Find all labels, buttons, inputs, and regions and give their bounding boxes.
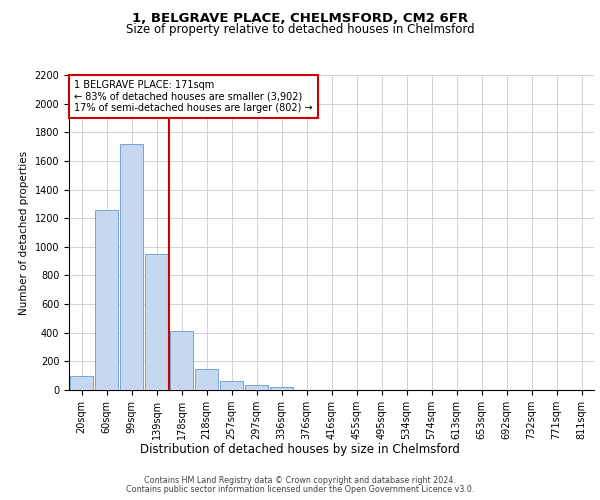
Text: Contains HM Land Registry data © Crown copyright and database right 2024.: Contains HM Land Registry data © Crown c… [144, 476, 456, 485]
Bar [245, 385, 268, 390]
Bar [95, 210, 118, 390]
Bar [170, 332, 193, 390]
Text: Size of property relative to detached houses in Chelmsford: Size of property relative to detached ho… [125, 22, 475, 36]
Text: Distribution of detached houses by size in Chelmsford: Distribution of detached houses by size … [140, 442, 460, 456]
Y-axis label: Number of detached properties: Number of detached properties [19, 150, 29, 314]
Bar [194, 369, 218, 390]
Text: 1 BELGRAVE PLACE: 171sqm
← 83% of detached houses are smaller (3,902)
17% of sem: 1 BELGRAVE PLACE: 171sqm ← 83% of detach… [74, 80, 313, 113]
Text: Contains public sector information licensed under the Open Government Licence v3: Contains public sector information licen… [126, 485, 474, 494]
Text: 1, BELGRAVE PLACE, CHELMSFORD, CM2 6FR: 1, BELGRAVE PLACE, CHELMSFORD, CM2 6FR [132, 12, 468, 26]
Bar [220, 380, 244, 390]
Bar [70, 376, 94, 390]
Bar [269, 387, 293, 390]
Bar [145, 254, 169, 390]
Bar [119, 144, 143, 390]
